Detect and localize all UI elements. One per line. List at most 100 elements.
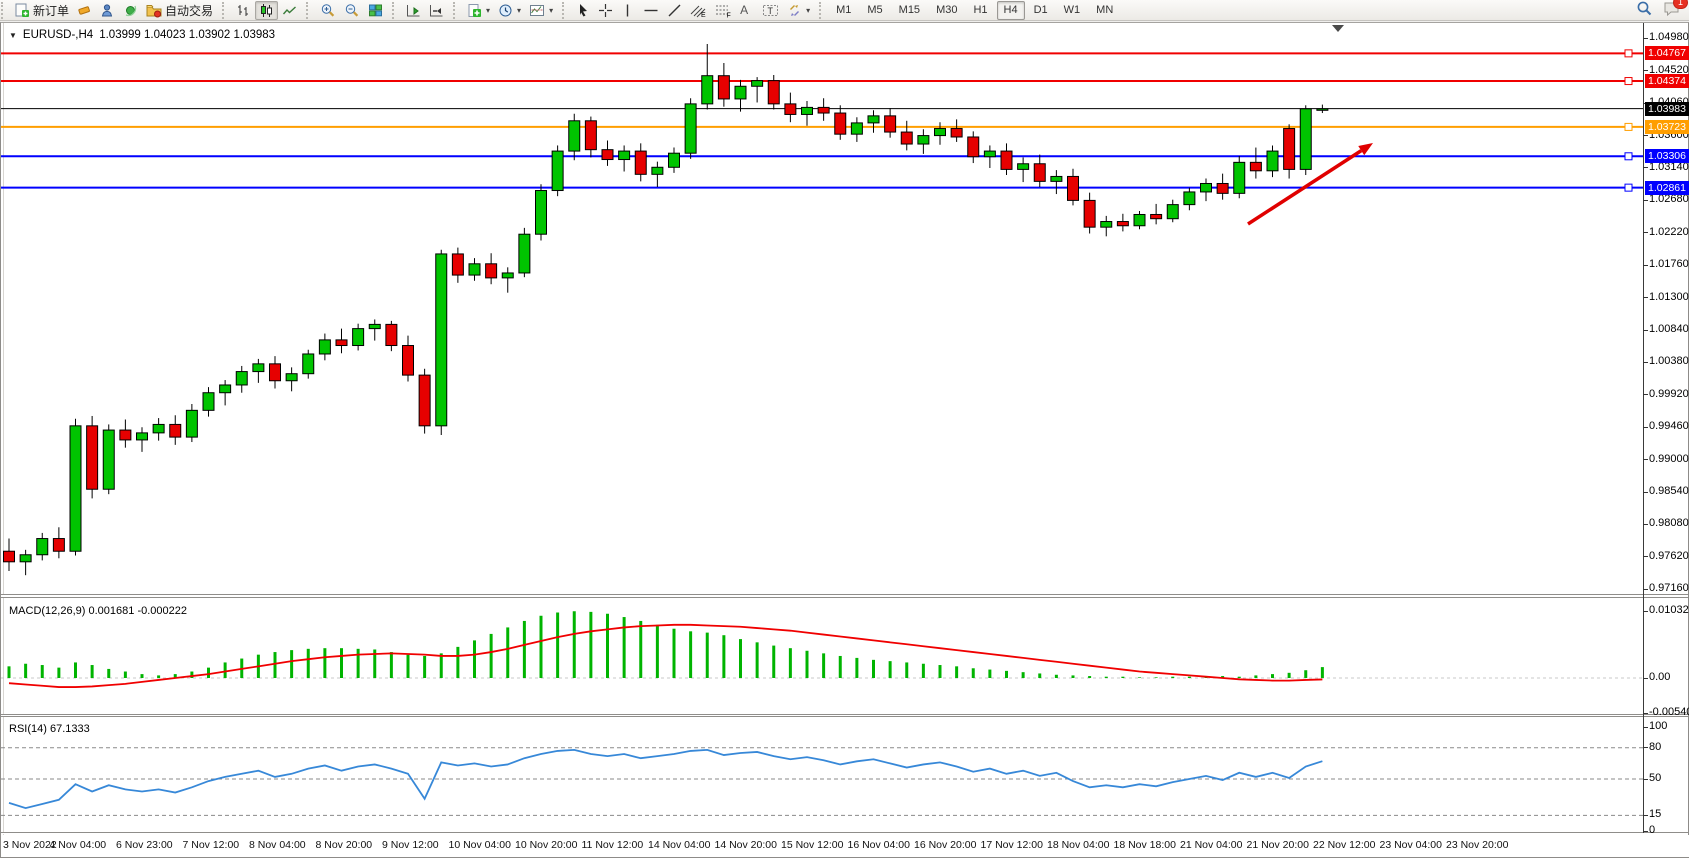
- timeframe-button-m30[interactable]: M30: [936, 4, 958, 16]
- time-axis-label: 9 Nov 12:00: [382, 839, 439, 851]
- price-axis-tick: [1643, 426, 1648, 428]
- zoom-out-icon: [345, 3, 359, 17]
- time-axis-label: 11 Nov 12:00: [581, 839, 644, 851]
- text-label-tool-button[interactable]: T: [758, 1, 783, 20]
- equidistant-channel-tool-button[interactable]: E: [686, 1, 711, 20]
- collapse-arrow-icon[interactable]: ▼: [9, 30, 17, 40]
- zoom-in-button[interactable]: [316, 1, 340, 20]
- line-chart-button[interactable]: [278, 1, 301, 20]
- timeframe-button-h1[interactable]: H1: [973, 4, 988, 16]
- candlestick: [701, 43, 714, 110]
- price-axis-tick: [1643, 297, 1648, 299]
- new-order-button[interactable]: 新订单: [11, 1, 73, 20]
- timeframe-button-m1[interactable]: M1: [836, 4, 852, 16]
- price-axis-tick-label: 1.00840: [1649, 323, 1689, 336]
- navigator-button[interactable]: [96, 1, 119, 20]
- market-watch-button[interactable]: [73, 1, 96, 20]
- bar-chart-button[interactable]: [232, 1, 255, 20]
- periods-button[interactable]: ▾: [494, 1, 525, 20]
- timeframe-button-w1[interactable]: W1: [1063, 4, 1081, 16]
- toolbar-separator: [306, 1, 313, 19]
- arrows-icon: [790, 4, 800, 16]
- toolbar-separator: [453, 1, 460, 19]
- autotrading-button[interactable]: 自动交易: [142, 1, 217, 20]
- candlestick: [3, 538, 15, 571]
- macd-axis-label: 0.00: [1649, 671, 1671, 683]
- chart-window[interactable]: ▼ EURUSD-,H4 1.03999 1.04023 1.03902 1.0…: [0, 22, 1689, 858]
- search-button[interactable]: [1636, 0, 1653, 20]
- fibonacci-icon: F: [716, 5, 731, 18]
- price-level-badge: 1.03306: [1645, 149, 1689, 164]
- candlestick: [850, 117, 863, 142]
- main-macd-separator[interactable]: [1, 594, 1688, 598]
- arrows-tool-button[interactable]: ▾: [783, 1, 814, 20]
- main-price-panel[interactable]: [1, 23, 1643, 594]
- candlestick: [551, 145, 564, 197]
- time-axis-label: 10 Nov 20:00: [515, 839, 578, 851]
- vertical-line-tool-button[interactable]: [617, 1, 639, 20]
- rsi-axis-tick: [1643, 778, 1648, 780]
- price-level-badge: 1.04374: [1645, 74, 1689, 89]
- chart-shift-marker-icon[interactable]: [1332, 25, 1344, 32]
- indicators-button[interactable]: ▾: [463, 1, 494, 20]
- line-chart-icon: [283, 5, 297, 14]
- candlestick: [601, 140, 614, 166]
- candlestick-chart-button[interactable]: [255, 0, 279, 20]
- price-axis-tick: [1643, 361, 1648, 363]
- price-axis-tick-label: 1.00380: [1649, 355, 1689, 368]
- candlestick: [169, 415, 182, 445]
- chart-shift-button[interactable]: [425, 1, 448, 20]
- candlestick-chart-icon: [261, 3, 273, 17]
- svg-text:F: F: [727, 12, 731, 18]
- horizontal-line-object: [1, 122, 1643, 131]
- time-axis-label: 4 Nov 04:00: [49, 839, 107, 851]
- timeframe-button-h4[interactable]: H4: [996, 0, 1025, 20]
- candlestick: [584, 116, 597, 158]
- timeframe-button-m5[interactable]: M5: [867, 4, 883, 16]
- timeframe-button-mn[interactable]: MN: [1096, 4, 1114, 16]
- candlestick: [136, 427, 148, 452]
- price-axis-tick-label: 1.04520: [1649, 63, 1689, 76]
- price-level-badge: 1.02861: [1645, 180, 1689, 195]
- time-axis[interactable]: 3 Nov 2022 4 Nov 04:00 6 Nov 23:00 7 Nov 12…: [1, 835, 1689, 857]
- price-level-badge: 1.04767: [1645, 46, 1689, 61]
- macd-rsi-separator[interactable]: [1, 714, 1688, 717]
- horizontal-line-tool-button[interactable]: [639, 1, 663, 20]
- time-axis-label: 23 Nov 04:00: [1379, 839, 1442, 851]
- notifications-button[interactable]: 1: [1663, 0, 1688, 20]
- trendline-tool-button[interactable]: [663, 1, 686, 20]
- terminal-button[interactable]: [119, 1, 142, 20]
- text-tool-button[interactable]: A: [736, 1, 758, 20]
- templates-button[interactable]: ▾: [525, 1, 557, 20]
- price-axis-tick-label: 1.03140: [1649, 160, 1689, 173]
- candlestick: [983, 145, 996, 168]
- candlestick: [385, 320, 398, 352]
- time-axis-label: 18 Nov 18:00: [1113, 839, 1176, 851]
- macd-panel[interactable]: [1, 599, 1643, 715]
- window-edge: [2, 23, 4, 857]
- toolbar-grip: [1, 1, 8, 19]
- time-axis-label: 6 Nov 23:00: [116, 839, 173, 851]
- price-axis-tick: [1643, 491, 1648, 493]
- candlestick: [1000, 143, 1013, 176]
- timeframe-button-m15[interactable]: M15: [898, 4, 921, 16]
- tile-windows-button[interactable]: [364, 1, 387, 20]
- auto-scroll-button[interactable]: [402, 1, 425, 20]
- chevron-down-icon: ▾: [486, 5, 491, 15]
- zoom-out-button[interactable]: [340, 1, 364, 20]
- navigator-person-icon: [101, 3, 113, 16]
- crosshair-tool-button[interactable]: [594, 1, 617, 20]
- fibonacci-tool-button[interactable]: F: [711, 1, 736, 20]
- rsi-panel[interactable]: [1, 717, 1643, 833]
- price-level-badge: 1.03983: [1645, 101, 1689, 116]
- autotrading-label: 自动交易: [165, 3, 214, 18]
- price-axis-tick: [1643, 37, 1648, 39]
- macd-axis-label: 0.010322: [1649, 604, 1689, 617]
- candlestick: [269, 356, 281, 389]
- time-axis-label: 8 Nov 04:00: [249, 839, 306, 851]
- candlestick: [950, 119, 963, 142]
- equidistant-channel-icon: E: [690, 5, 706, 18]
- chevron-down-icon: ▾: [806, 5, 811, 15]
- timeframe-button-d1[interactable]: D1: [1033, 4, 1048, 16]
- cursor-tool-button[interactable]: [572, 1, 594, 20]
